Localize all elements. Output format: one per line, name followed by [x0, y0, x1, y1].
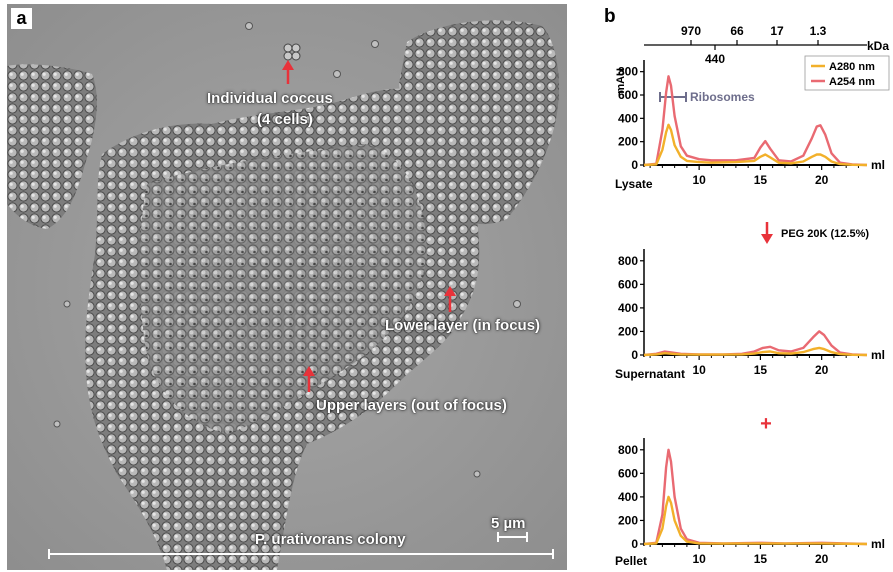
- series-line-a280-nm: [643, 495, 868, 546]
- annotation-coccus-line2: (4 cells): [257, 111, 313, 128]
- y-tick-label: 400: [618, 111, 638, 125]
- x-tick-label: 10: [692, 552, 706, 566]
- annotation-colony: P. urativorans colony: [255, 531, 406, 548]
- annotation-upper-layers: Upper layers (out of focus): [316, 397, 507, 414]
- kda-tick-label: 17: [770, 24, 784, 38]
- x-axis-label: ml: [871, 158, 885, 172]
- process-arrow-icon: [761, 222, 773, 244]
- micrograph-image: [7, 4, 567, 570]
- x-axis-label: ml: [871, 537, 885, 551]
- legend: A280 nm A254 nm: [804, 55, 890, 91]
- peg-label: PEG 20K (12.5%): [781, 228, 869, 240]
- y-tick-label: 600: [618, 277, 638, 291]
- x-tick-label: 15: [754, 173, 768, 187]
- y-tick-label: 0: [631, 158, 638, 172]
- y-tick-label: 200: [618, 324, 638, 338]
- arrow-lower-layer: [444, 286, 456, 312]
- y-tick-label: 800: [618, 254, 638, 268]
- y-tick-label: 0: [631, 537, 638, 551]
- y-tick-label: 400: [618, 301, 638, 315]
- arrow-upper-layers: [303, 366, 315, 392]
- panel-label-a: a: [11, 8, 32, 29]
- colony-span-bar: [48, 549, 554, 559]
- y-tick-label: 400: [618, 490, 638, 504]
- chart-title: Supernatant: [615, 367, 685, 381]
- annotation-lower-layer: Lower layer (in focus): [385, 317, 541, 334]
- x-tick-label: 10: [692, 173, 706, 187]
- series-line-a280-nm: [643, 123, 868, 167]
- kda-tick-label: 66: [730, 24, 744, 38]
- y-tick-label: 600: [618, 466, 638, 480]
- legend-label-a280: A280 nm: [829, 61, 875, 73]
- micrograph-panel: a Individual coccus (4 cells) Lower laye…: [7, 4, 567, 570]
- y-tick-label: 800: [618, 65, 638, 79]
- y-tick-label: 600: [618, 88, 638, 102]
- chart-title: Pellet: [615, 554, 647, 568]
- ribosomes-label: Ribosomes: [690, 90, 755, 104]
- chart-title: Lysate: [615, 177, 653, 191]
- panel-label-b: b: [604, 6, 616, 27]
- kda-extra-label: 440: [705, 52, 725, 66]
- plus-symbol: +: [760, 413, 772, 435]
- series-line-a280-nm: [643, 346, 868, 357]
- x-tick-label: 20: [815, 552, 829, 566]
- kda-tick-label: 1.3: [810, 24, 827, 38]
- chromatography-charts: kDa 440 mAU Ribosomes PEG 20K (12.5%) + …: [615, 24, 890, 568]
- y-tick-label: 200: [618, 513, 638, 527]
- y-tick-label: 0: [631, 348, 638, 362]
- x-tick-label: 15: [754, 363, 768, 377]
- x-tick-label: 20: [815, 173, 829, 187]
- y-unit-label: mAU: [615, 68, 627, 94]
- scale-bar: [497, 532, 528, 542]
- annotation-scale: 5 µm: [491, 515, 526, 532]
- x-axis-label: ml: [871, 348, 885, 362]
- y-tick-label: 800: [618, 443, 638, 457]
- legend-label-a254: A254 nm: [829, 76, 875, 88]
- x-tick-label: 10: [692, 363, 706, 377]
- x-tick-label: 15: [754, 552, 768, 566]
- x-tick-label: 20: [815, 363, 829, 377]
- y-tick-label: 200: [618, 135, 638, 149]
- annotation-coccus-line1: Individual coccus: [207, 90, 333, 107]
- series-line-a254-nm: [643, 75, 868, 167]
- kda-tick-label: 970: [681, 24, 701, 38]
- kda-unit-label: kDa: [867, 39, 889, 53]
- arrow-coccus: [282, 60, 294, 84]
